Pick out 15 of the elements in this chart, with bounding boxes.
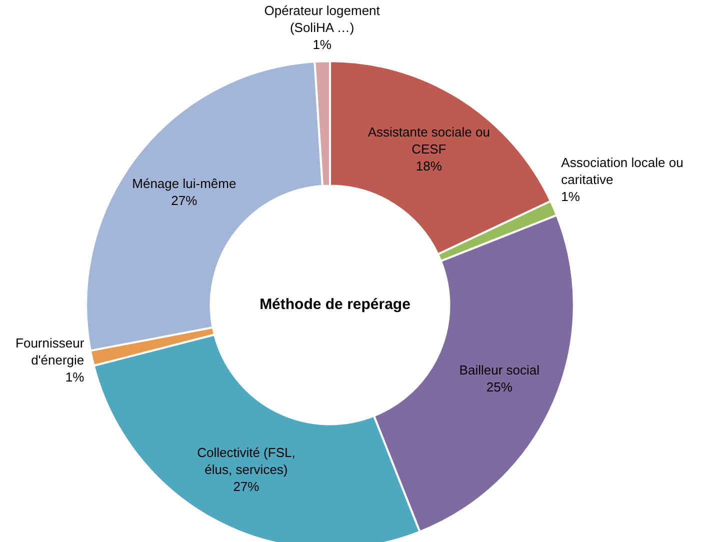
slice-label: Assistante sociale ou CESF <box>368 124 490 157</box>
data-label: 18% <box>416 158 442 174</box>
text: Méthode de repérage <box>260 296 410 313</box>
data-label: 1% <box>65 369 85 384</box>
slice-label: Collectivité (FSL, élus, services) <box>197 444 296 477</box>
slice-label: Ménage lui-même <box>132 176 236 191</box>
slice-label: Fournisseur d'énergie <box>16 335 85 368</box>
slice-label: Opérateur logement (SoliHA …) <box>264 3 380 36</box>
data-label: 25% <box>486 379 513 394</box>
slice-label: Association locale ou caritative <box>561 154 684 187</box>
data-label: 1% <box>561 188 580 204</box>
data-label: 27% <box>171 192 198 208</box>
slice-label: Bailleur social <box>459 362 540 378</box>
data-label: 27% <box>233 478 260 494</box>
data-label: 1% <box>312 37 332 52</box>
